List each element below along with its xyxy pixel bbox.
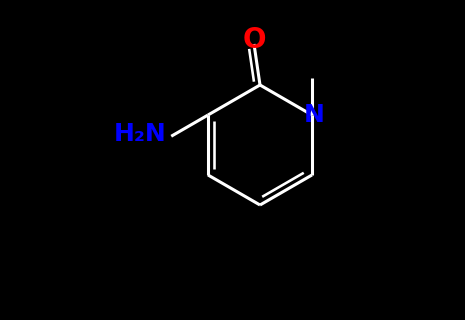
Text: H₂N: H₂N [113, 122, 166, 146]
Text: O: O [242, 26, 266, 54]
Text: N: N [304, 103, 325, 127]
